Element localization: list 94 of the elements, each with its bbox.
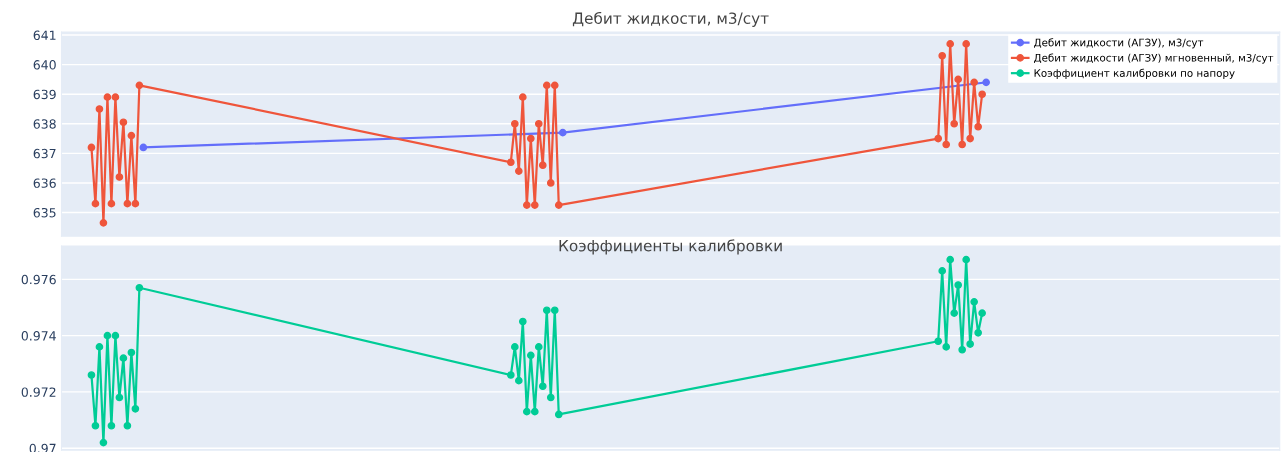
point bbox=[87, 143, 96, 152]
legend-label: Дебит жидкости (АГЗУ), м3/сут bbox=[1034, 38, 1204, 49]
legend-label: Дебит жидкости (АГЗУ) мгновенный, м3/сут bbox=[1034, 53, 1274, 64]
point bbox=[546, 393, 555, 402]
point bbox=[111, 331, 120, 340]
y-tick-label: 0.976 bbox=[21, 274, 56, 285]
point bbox=[546, 179, 555, 187]
point bbox=[515, 376, 523, 385]
point bbox=[107, 421, 116, 430]
point bbox=[515, 167, 523, 175]
point bbox=[511, 119, 519, 128]
point bbox=[135, 81, 144, 90]
point bbox=[934, 337, 943, 346]
y-tick-label: 640 bbox=[33, 60, 56, 70]
point bbox=[511, 343, 519, 351]
point bbox=[550, 306, 559, 315]
point bbox=[942, 343, 951, 351]
point bbox=[958, 140, 967, 149]
point bbox=[934, 134, 943, 143]
point bbox=[938, 267, 947, 275]
point bbox=[542, 81, 551, 90]
point bbox=[127, 131, 136, 140]
point bbox=[526, 134, 535, 143]
y-tick-label: 641 bbox=[33, 30, 56, 40]
point bbox=[978, 309, 986, 317]
point bbox=[135, 283, 144, 292]
y-tick-label: 639 bbox=[33, 89, 56, 100]
point bbox=[970, 298, 978, 306]
point bbox=[970, 78, 978, 87]
point bbox=[542, 306, 551, 315]
point bbox=[103, 93, 112, 101]
point bbox=[558, 128, 567, 137]
point bbox=[962, 255, 970, 264]
point bbox=[518, 93, 527, 101]
point bbox=[538, 161, 547, 170]
point bbox=[950, 119, 959, 128]
point bbox=[107, 199, 116, 208]
point bbox=[946, 40, 955, 48]
point bbox=[522, 201, 531, 209]
point bbox=[534, 343, 543, 351]
y-tick-label: 636 bbox=[33, 178, 56, 188]
point bbox=[974, 122, 982, 131]
point bbox=[518, 317, 527, 326]
point bbox=[954, 281, 963, 289]
y-tick-label: 0.972 bbox=[21, 387, 56, 397]
point bbox=[530, 201, 539, 209]
point bbox=[123, 421, 132, 430]
point bbox=[127, 348, 136, 357]
point bbox=[974, 328, 982, 337]
point bbox=[131, 404, 140, 413]
point bbox=[131, 199, 140, 208]
point bbox=[534, 119, 543, 128]
point bbox=[554, 410, 563, 419]
point bbox=[962, 40, 970, 48]
point bbox=[91, 421, 100, 430]
point bbox=[538, 382, 547, 391]
y-tick-label: 635 bbox=[33, 207, 56, 218]
y-tick-label: 0.974 bbox=[21, 331, 56, 341]
point bbox=[507, 371, 515, 379]
point bbox=[530, 407, 539, 416]
chart-title: Дебит жидкости, м3/сут bbox=[572, 11, 769, 27]
point bbox=[938, 51, 947, 60]
point bbox=[99, 219, 108, 227]
chart-title: Коэффициенты калибровки bbox=[559, 239, 782, 255]
point bbox=[550, 81, 559, 90]
point bbox=[958, 345, 967, 354]
y-tick-label: 638 bbox=[33, 119, 56, 129]
point bbox=[954, 75, 963, 84]
legend-label: Коэффициент калибровки по напору bbox=[1034, 68, 1235, 79]
point bbox=[946, 255, 955, 264]
point bbox=[91, 199, 100, 208]
point bbox=[87, 371, 96, 379]
point bbox=[95, 105, 104, 113]
point bbox=[554, 201, 563, 209]
point bbox=[966, 340, 974, 348]
point bbox=[942, 140, 951, 149]
point bbox=[966, 134, 974, 143]
point bbox=[526, 351, 535, 360]
point bbox=[95, 343, 104, 351]
point bbox=[111, 93, 120, 101]
point bbox=[119, 354, 128, 362]
point bbox=[507, 158, 515, 167]
point bbox=[982, 78, 990, 87]
point bbox=[522, 407, 531, 416]
point bbox=[123, 199, 132, 208]
point bbox=[115, 393, 124, 402]
point bbox=[103, 331, 112, 340]
point bbox=[119, 118, 128, 127]
y-tick-label: 637 bbox=[33, 148, 56, 159]
point bbox=[139, 143, 148, 152]
point bbox=[950, 309, 959, 317]
point bbox=[115, 173, 124, 181]
point bbox=[978, 90, 986, 99]
point bbox=[99, 438, 108, 447]
